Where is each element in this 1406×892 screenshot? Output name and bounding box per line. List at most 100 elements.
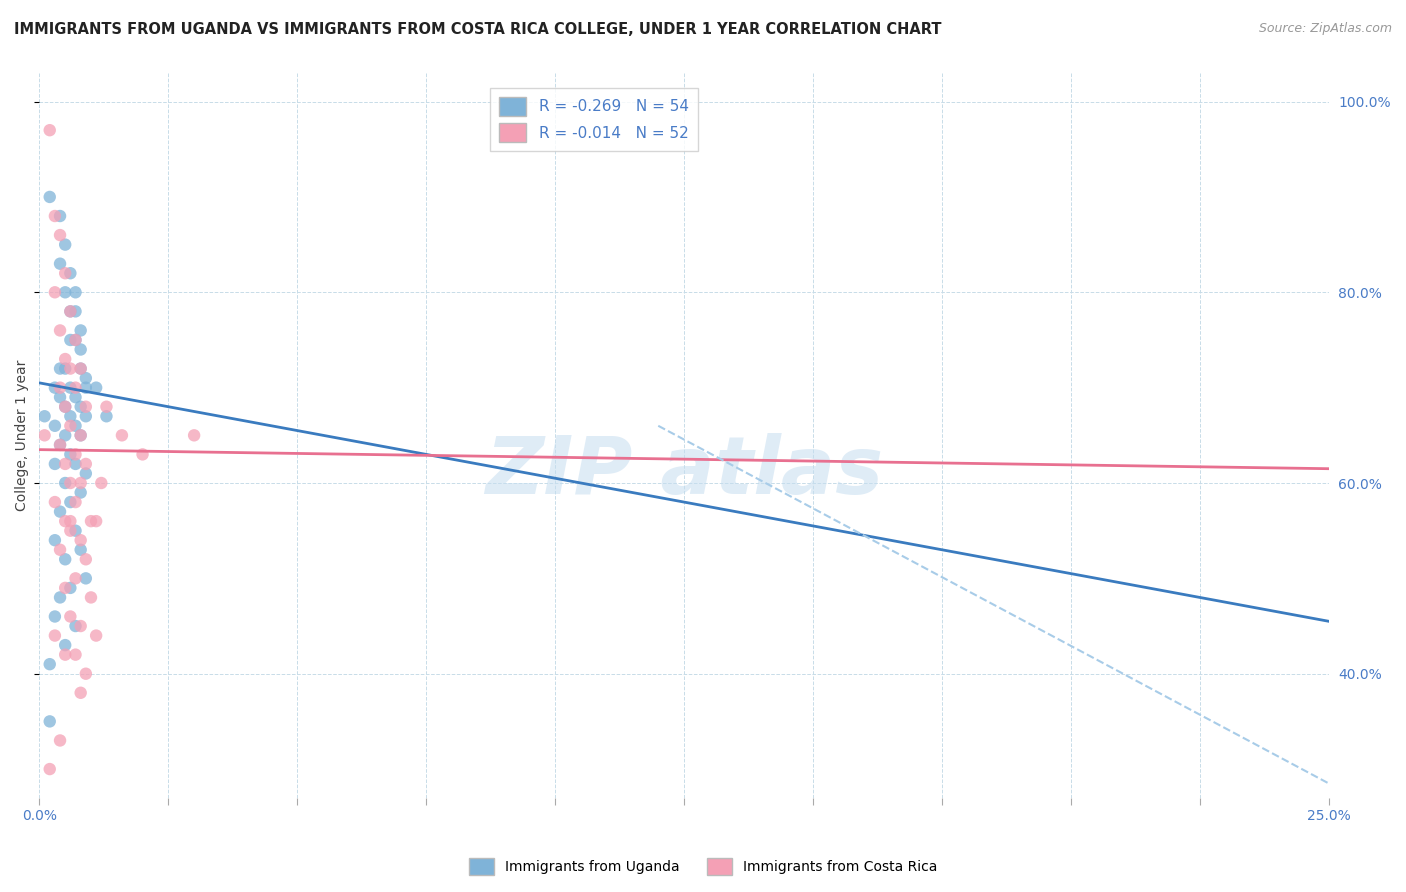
Point — [49, 228, 72, 243]
Point — [53, 581, 76, 595]
Point — [65, 285, 87, 300]
Point — [75, 409, 97, 424]
Point — [49, 438, 72, 452]
Point — [53, 237, 76, 252]
Point — [34, 409, 56, 424]
Point — [65, 619, 87, 633]
Point — [69, 485, 91, 500]
Point — [53, 648, 76, 662]
Point — [38, 190, 60, 204]
Point — [53, 428, 76, 442]
Point — [59, 304, 82, 318]
Point — [84, 381, 107, 395]
Point — [53, 266, 76, 280]
Point — [65, 457, 87, 471]
Point — [69, 542, 91, 557]
Point — [44, 285, 66, 300]
Point — [96, 409, 118, 424]
Point — [84, 514, 107, 528]
Point — [75, 457, 97, 471]
Point — [49, 505, 72, 519]
Point — [69, 343, 91, 357]
Point — [59, 333, 82, 347]
Point — [59, 475, 82, 490]
Legend: Immigrants from Uganda, Immigrants from Costa Rica: Immigrants from Uganda, Immigrants from … — [463, 853, 943, 880]
Point — [59, 447, 82, 461]
Point — [69, 361, 91, 376]
Point — [75, 552, 97, 566]
Point — [65, 381, 87, 395]
Point — [80, 591, 103, 605]
Point — [53, 475, 76, 490]
Point — [69, 400, 91, 414]
Point — [53, 400, 76, 414]
Point — [75, 571, 97, 585]
Point — [38, 714, 60, 729]
Point — [53, 361, 76, 376]
Point — [38, 762, 60, 776]
Y-axis label: College, Under 1 year: College, Under 1 year — [15, 359, 30, 511]
Text: Source: ZipAtlas.com: Source: ZipAtlas.com — [1258, 22, 1392, 36]
Point — [53, 352, 76, 367]
Point — [183, 428, 205, 442]
Point — [49, 209, 72, 223]
Point — [65, 304, 87, 318]
Point — [65, 571, 87, 585]
Point — [131, 447, 153, 461]
Point — [75, 371, 97, 385]
Point — [75, 381, 97, 395]
Point — [69, 323, 91, 337]
Point — [65, 390, 87, 404]
Point — [44, 609, 66, 624]
Point — [44, 418, 66, 433]
Point — [53, 552, 76, 566]
Point — [49, 323, 72, 337]
Point — [59, 418, 82, 433]
Point — [38, 123, 60, 137]
Point — [111, 428, 134, 442]
Point — [49, 438, 72, 452]
Point — [44, 457, 66, 471]
Point — [44, 209, 66, 223]
Point — [69, 361, 91, 376]
Point — [65, 418, 87, 433]
Point — [59, 514, 82, 528]
Point — [65, 333, 87, 347]
Point — [49, 361, 72, 376]
Point — [59, 495, 82, 509]
Point — [59, 361, 82, 376]
Point — [69, 619, 91, 633]
Point — [59, 304, 82, 318]
Point — [65, 524, 87, 538]
Point — [59, 581, 82, 595]
Point — [90, 475, 112, 490]
Point — [65, 495, 87, 509]
Point — [53, 400, 76, 414]
Point — [53, 457, 76, 471]
Point — [49, 542, 72, 557]
Point — [59, 381, 82, 395]
Text: ZIP atlas: ZIP atlas — [485, 433, 883, 510]
Point — [49, 591, 72, 605]
Point — [80, 514, 103, 528]
Point — [44, 533, 66, 548]
Point — [84, 629, 107, 643]
Text: IMMIGRANTS FROM UGANDA VS IMMIGRANTS FROM COSTA RICA COLLEGE, UNDER 1 YEAR CORRE: IMMIGRANTS FROM UGANDA VS IMMIGRANTS FRO… — [14, 22, 942, 37]
Point — [75, 400, 97, 414]
Point — [65, 447, 87, 461]
Point — [75, 467, 97, 481]
Point — [59, 409, 82, 424]
Point — [69, 533, 91, 548]
Point — [44, 629, 66, 643]
Legend: R = -0.269   N = 54, R = -0.014   N = 52: R = -0.269 N = 54, R = -0.014 N = 52 — [489, 88, 697, 151]
Point — [34, 428, 56, 442]
Point — [38, 657, 60, 672]
Point — [53, 514, 76, 528]
Point — [59, 266, 82, 280]
Point — [65, 648, 87, 662]
Point — [49, 390, 72, 404]
Point — [44, 381, 66, 395]
Point — [59, 524, 82, 538]
Point — [53, 638, 76, 652]
Point — [53, 285, 76, 300]
